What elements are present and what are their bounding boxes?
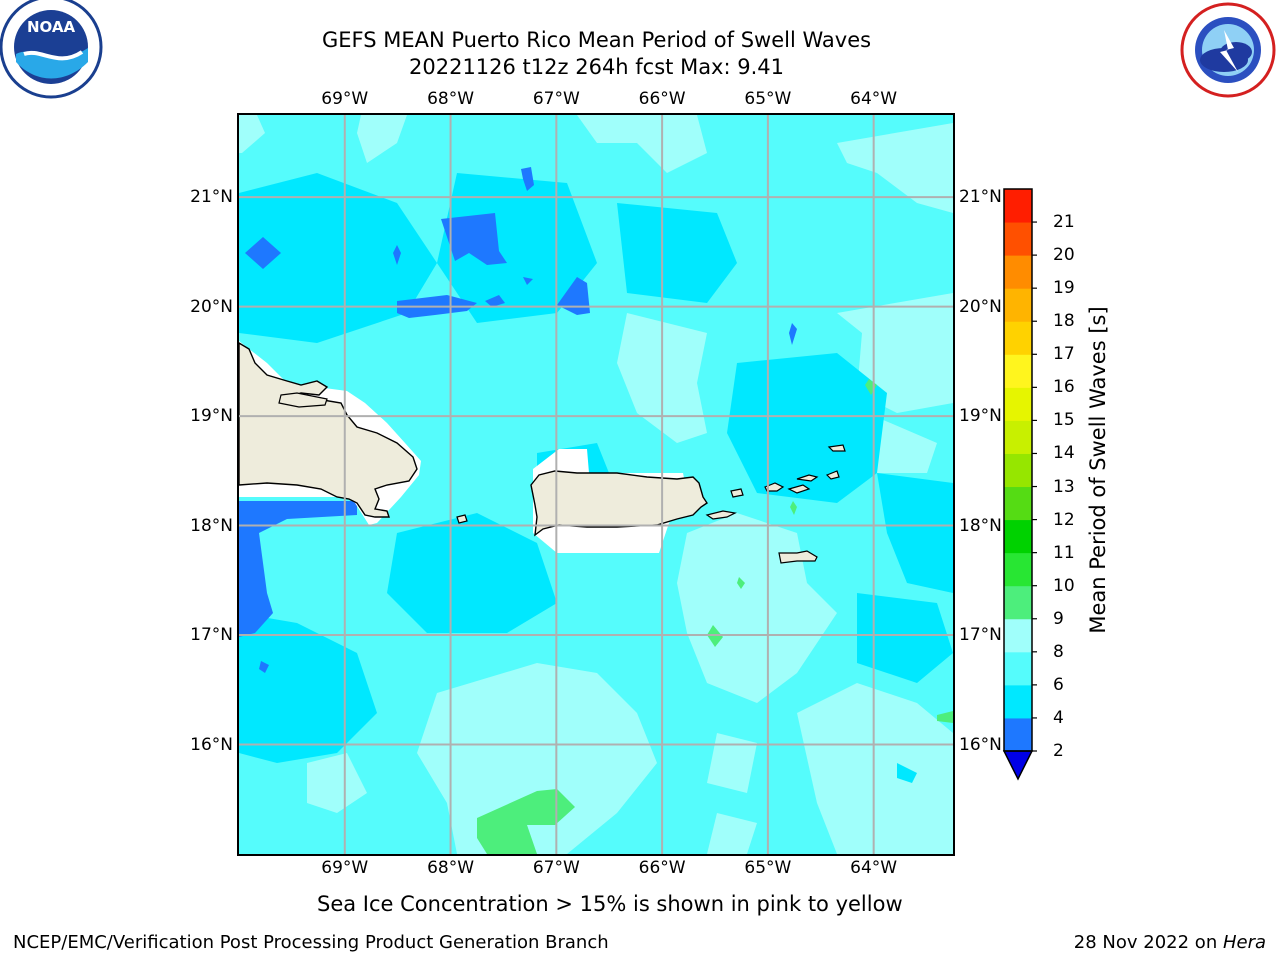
colorbar-under-arrow bbox=[1002, 750, 1034, 781]
noaa-logo: NOAA bbox=[0, 0, 103, 99]
lon-label-bottom: 64°W bbox=[850, 858, 898, 878]
colorbar-segment bbox=[1004, 255, 1032, 289]
footer-host: Hera bbox=[1222, 932, 1266, 953]
lat-label-left: 21°N bbox=[190, 187, 233, 208]
footer-right: 28 Nov 2022 on Hera bbox=[1074, 932, 1266, 954]
colorbar-tick-label: 19 bbox=[1053, 278, 1075, 299]
lat-label-right: 19°N bbox=[959, 406, 1002, 427]
sea-ice-note: Sea Ice Concentration > 15% is shown in … bbox=[317, 892, 903, 916]
lon-label-bottom: 68°W bbox=[427, 858, 475, 878]
colorbar-tick-label: 20 bbox=[1053, 245, 1075, 266]
colorbar-tick-label: 10 bbox=[1053, 575, 1075, 596]
noaa-logo-text: NOAA bbox=[27, 18, 76, 36]
colorbar-segment bbox=[1004, 387, 1032, 421]
colorbar-tick-label: 2 bbox=[1053, 741, 1064, 761]
colorbar-segment bbox=[1004, 519, 1032, 554]
colorbar-segment bbox=[1004, 651, 1032, 686]
lake-contour bbox=[278, 392, 328, 408]
short-period-regions bbox=[239, 167, 797, 673]
colorbar-segment bbox=[1004, 684, 1032, 719]
hispaniola-land bbox=[239, 342, 418, 518]
dark-cyan-regions bbox=[239, 173, 953, 783]
lat-label-left: 17°N bbox=[190, 625, 233, 646]
colorbar-segment bbox=[1004, 420, 1032, 454]
lat-label-left: 20°N bbox=[190, 296, 233, 317]
colorbar-tick-label: 12 bbox=[1053, 509, 1075, 530]
colorbar-tick-label: 16 bbox=[1053, 377, 1075, 398]
nws-logo bbox=[1180, 2, 1276, 98]
title-line-2: 20221126 t12z 264h fcst Max: 9.41 bbox=[409, 55, 784, 79]
colorbar-segment bbox=[1004, 189, 1032, 223]
colorbar-segment bbox=[1004, 288, 1032, 322]
colorbar-tick-label: 15 bbox=[1053, 410, 1075, 431]
lon-label-top: 67°W bbox=[532, 89, 580, 109]
lon-label-top: 66°W bbox=[638, 89, 686, 109]
colorbar-segment bbox=[1004, 321, 1032, 355]
colorbar-tick-label: 6 bbox=[1053, 674, 1064, 695]
colorbar-tick-label: 13 bbox=[1053, 476, 1075, 497]
lat-label-left: 16°N bbox=[190, 734, 233, 755]
colorbar-tick-label: 4 bbox=[1053, 707, 1064, 728]
lon-label-bottom: 66°W bbox=[638, 858, 686, 878]
colorbar-tick-label: 11 bbox=[1053, 542, 1075, 563]
colorbar-segment bbox=[1004, 717, 1032, 752]
lat-label-right: 21°N bbox=[959, 187, 1002, 208]
colorbar-segment bbox=[1004, 618, 1032, 653]
footer-date: 28 Nov 2022 on bbox=[1073, 932, 1223, 953]
title-line-1: GEFS MEAN Puerto Rico Mean Period of Swe… bbox=[321, 28, 872, 52]
lon-label-bottom: 69°W bbox=[321, 858, 369, 878]
lon-label-bottom: 65°W bbox=[744, 858, 792, 878]
graticule bbox=[239, 115, 953, 854]
lon-label-top: 68°W bbox=[427, 89, 475, 109]
map-plot bbox=[237, 113, 955, 856]
colorbar-segment bbox=[1004, 486, 1032, 521]
colorbar bbox=[1002, 188, 1037, 781]
lat-label-left: 18°N bbox=[190, 515, 233, 536]
colorbar-segment bbox=[1004, 354, 1032, 388]
lon-label-top: 65°W bbox=[744, 89, 792, 109]
colorbar-tick-label: 8 bbox=[1053, 641, 1064, 662]
colorbar-segment bbox=[1004, 453, 1032, 488]
colorbar-tick-label: 17 bbox=[1053, 344, 1075, 365]
colorbar-label: Mean Period of Swell Waves [s] bbox=[1086, 306, 1110, 634]
colorbar-tick-label: 21 bbox=[1053, 212, 1075, 233]
lon-label-top: 69°W bbox=[321, 89, 369, 109]
lat-label-left: 19°N bbox=[190, 406, 233, 427]
colorbar-segment bbox=[1004, 585, 1032, 620]
lon-label-top: 64°W bbox=[850, 89, 898, 109]
lat-label-right: 20°N bbox=[959, 296, 1002, 317]
colorbar-frame bbox=[1003, 188, 1033, 752]
colorbar-segment bbox=[1004, 222, 1032, 256]
lat-label-right: 17°N bbox=[959, 625, 1002, 646]
map-frame bbox=[237, 113, 955, 856]
footer-left: NCEP/EMC/Verification Post Processing Pr… bbox=[13, 932, 609, 953]
colorbar-tick-label: 18 bbox=[1053, 311, 1075, 332]
lat-label-right: 16°N bbox=[959, 734, 1002, 755]
lat-label-right: 18°N bbox=[959, 515, 1002, 536]
small-islands bbox=[456, 444, 846, 564]
lon-label-bottom: 67°W bbox=[532, 858, 580, 878]
colorbar-tick-label: 14 bbox=[1053, 443, 1075, 464]
colorbar-tick-label: 9 bbox=[1053, 608, 1064, 629]
colorbar-segment bbox=[1004, 552, 1032, 587]
